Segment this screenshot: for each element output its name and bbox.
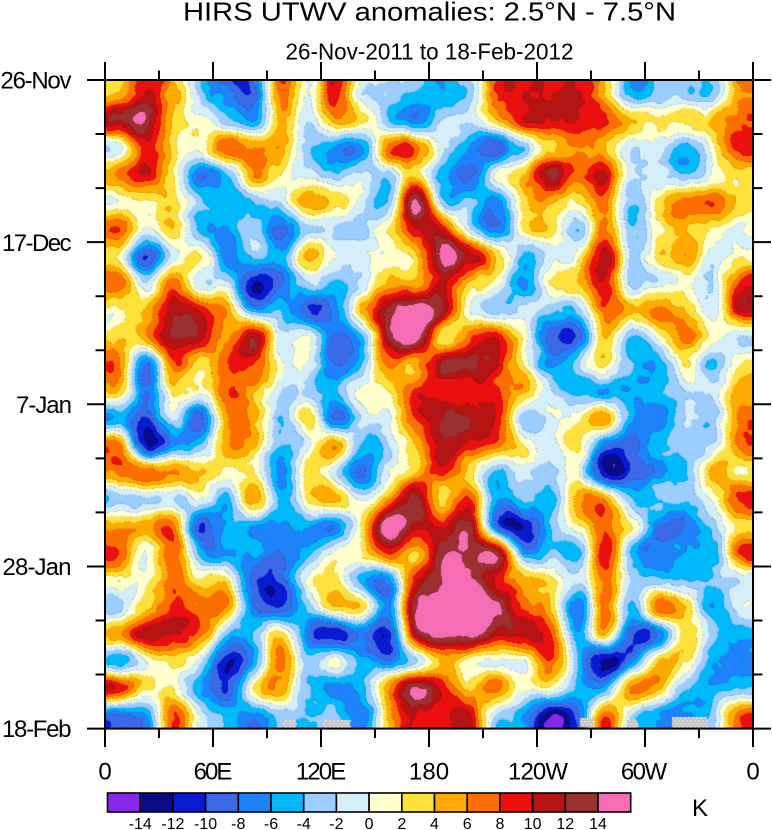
svg-text:180: 180 xyxy=(409,759,449,786)
svg-text:-2: -2 xyxy=(329,816,343,830)
svg-text:-14: -14 xyxy=(129,816,152,830)
svg-text:HIRS UTWV anomalies: 2.5°N - 7: HIRS UTWV anomalies: 2.5°N - 7.5°N xyxy=(183,0,676,27)
svg-text:8: 8 xyxy=(495,816,504,830)
svg-text:2: 2 xyxy=(397,816,406,830)
svg-text:26-Nov-2011 to 18-Feb-2012: 26-Nov-2011 to 18-Feb-2012 xyxy=(286,38,574,64)
svg-text:-12: -12 xyxy=(161,816,184,830)
svg-text:14: 14 xyxy=(589,816,607,830)
svg-text:10: 10 xyxy=(524,816,542,830)
svg-text:6: 6 xyxy=(463,816,472,830)
svg-text:-6: -6 xyxy=(264,816,278,830)
svg-text:K: K xyxy=(692,795,708,822)
svg-text:26-Nov: 26-Nov xyxy=(1,68,72,95)
svg-text:120W: 120W xyxy=(508,759,568,786)
svg-text:4: 4 xyxy=(430,816,439,830)
svg-text:60W: 60W xyxy=(621,759,668,786)
svg-text:28-Jan: 28-Jan xyxy=(3,554,72,581)
svg-text:17-Dec: 17-Dec xyxy=(2,230,72,257)
svg-text:0: 0 xyxy=(365,816,374,830)
svg-text:12: 12 xyxy=(556,816,574,830)
svg-text:7-Jan: 7-Jan xyxy=(16,392,72,419)
svg-text:0: 0 xyxy=(746,759,759,786)
svg-text:0: 0 xyxy=(98,759,111,786)
svg-text:120E: 120E xyxy=(296,759,347,786)
svg-text:60E: 60E xyxy=(194,759,233,786)
svg-text:-10: -10 xyxy=(194,816,217,830)
svg-text:-4: -4 xyxy=(297,816,311,830)
svg-text:-8: -8 xyxy=(231,816,245,830)
svg-text:18-Feb: 18-Feb xyxy=(2,716,72,743)
